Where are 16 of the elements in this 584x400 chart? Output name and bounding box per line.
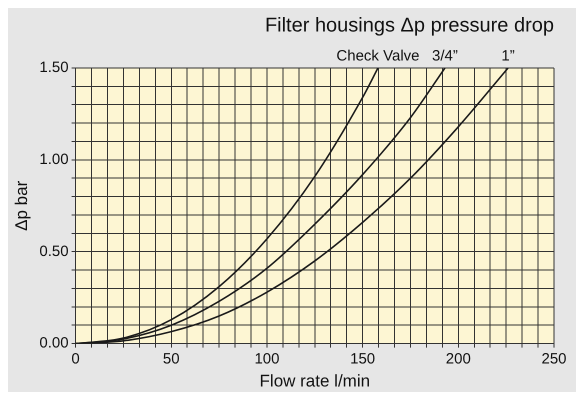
x-tick-label: 100 bbox=[254, 350, 280, 368]
x-axis-title: Flow rate l/min bbox=[260, 371, 370, 390]
series-label: 3/4” bbox=[432, 48, 458, 65]
y-tick-label: 0.50 bbox=[39, 242, 69, 260]
x-tick-label: 200 bbox=[446, 350, 471, 368]
y-tick-label: 0.00 bbox=[39, 334, 69, 352]
series-label: Check Valve bbox=[336, 48, 420, 65]
series-label: 1” bbox=[501, 48, 515, 65]
x-tick-label: 50 bbox=[162, 350, 180, 368]
chart-title: Filter housings Δp pressure drop bbox=[264, 14, 554, 37]
x-tick-label: 0 bbox=[71, 350, 80, 368]
x-tick-label: 250 bbox=[541, 350, 567, 368]
y-tick-label: 1.50 bbox=[39, 59, 69, 76]
y-axis-title: Δp bar bbox=[12, 180, 31, 231]
x-tick-label: 150 bbox=[350, 350, 376, 368]
y-tick-label: 1.00 bbox=[39, 151, 69, 168]
